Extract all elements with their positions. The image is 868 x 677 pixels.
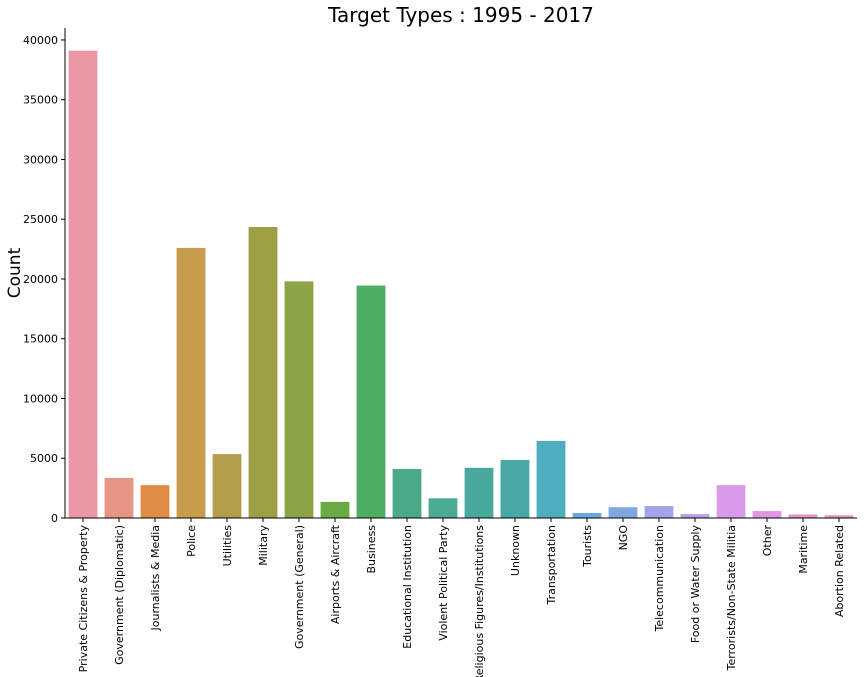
y-tick-label: 5000 xyxy=(30,452,58,465)
y-tick-label: 25000 xyxy=(23,213,58,226)
bar-5 xyxy=(248,226,278,519)
bar-21 xyxy=(824,515,854,518)
x-tick-label: Maritime xyxy=(797,525,810,574)
y-axis-label: Count xyxy=(5,247,25,298)
x-tick-label: Military xyxy=(257,525,270,566)
y-tick-label: 15000 xyxy=(23,333,58,346)
bar-7 xyxy=(320,501,350,518)
y-tick-label: 10000 xyxy=(23,392,58,405)
bar-20 xyxy=(788,514,818,518)
x-tick-label: Educational Institution xyxy=(401,525,414,649)
x-tick-label: Airports & Aircraft xyxy=(329,524,342,624)
bar-1 xyxy=(104,477,134,518)
x-tick-label: Other xyxy=(761,525,774,557)
x-tick-label: Business xyxy=(365,525,378,574)
bar-0 xyxy=(68,50,98,519)
y-tick-label: 0 xyxy=(51,512,58,525)
bar-13 xyxy=(536,440,566,518)
x-tick-label: Tourists xyxy=(581,525,594,568)
x-tick-label: Police xyxy=(185,525,198,557)
bar-16 xyxy=(644,506,674,518)
bar-6 xyxy=(284,281,314,518)
bar-2 xyxy=(140,485,170,518)
bar-11 xyxy=(464,467,494,518)
x-tick-label: Abortion Related xyxy=(833,525,846,617)
x-tick-label: Private Citizens & Property xyxy=(77,525,90,673)
bar-10 xyxy=(428,498,458,518)
bars-group xyxy=(68,50,854,519)
x-tick-label: Religious Figures/Institutions xyxy=(473,525,486,677)
x-ticks-group: Private Citizens & Property Government (D… xyxy=(77,518,846,677)
x-tick-label: Government (Diplomatic) xyxy=(113,525,126,665)
y-tick-label: 40000 xyxy=(23,34,58,47)
bar-3 xyxy=(176,247,206,518)
y-ticks-group: 0 5000 10000 15000 20000 25000 30000 35000 40000 xyxy=(23,34,65,525)
x-tick-label: Telecommunication xyxy=(653,525,666,633)
x-tick-label: Food or Water Supply xyxy=(689,525,702,644)
x-tick-label: Transportation xyxy=(545,525,558,605)
x-tick-label: Terrorists/Non-State Militia xyxy=(725,525,738,671)
bar-18 xyxy=(716,485,746,518)
bar-4 xyxy=(212,454,242,518)
x-tick-label: Government (General) xyxy=(293,525,306,649)
x-tick-label: NGO xyxy=(617,525,630,551)
chart-title: Target Types : 1995 - 2017 xyxy=(327,3,594,27)
x-tick-label: Violent Political Party xyxy=(437,525,450,641)
bar-12 xyxy=(500,460,530,518)
bar-9 xyxy=(392,469,422,518)
bar-15 xyxy=(608,507,638,518)
x-tick-label: Utilities xyxy=(221,525,234,567)
bar-8 xyxy=(356,285,386,518)
x-tick-label: Journalists & Media xyxy=(149,525,162,631)
y-tick-label: 35000 xyxy=(23,94,58,107)
bar-17 xyxy=(680,514,710,518)
y-tick-label: 30000 xyxy=(23,153,58,166)
x-tick-label: Unknown xyxy=(509,525,522,576)
y-tick-label: 20000 xyxy=(23,273,58,286)
bar-14 xyxy=(572,512,602,518)
bar-19 xyxy=(752,511,782,518)
